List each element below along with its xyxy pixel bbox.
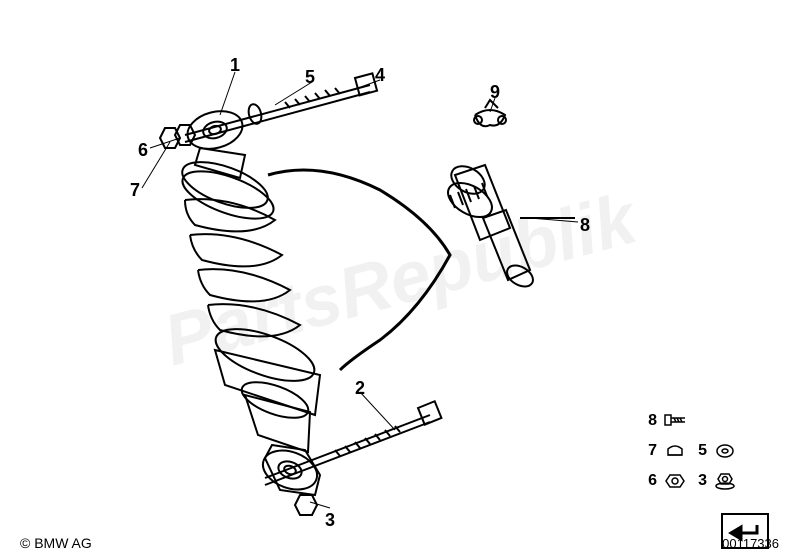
callout-6: 6 [138,140,148,161]
callout-3: 3 [325,510,335,531]
legend-num-6: 6 [639,472,657,490]
bolt-icon [661,409,689,433]
washer-icon [711,439,739,463]
nut-cap-icon [661,439,689,463]
copyright-text: © BMW AG [20,535,92,551]
fastener-legend: 8 7 5 6 3 [639,409,759,499]
legend-num-5: 5 [689,442,707,460]
diagram-id-text: 00117336 [722,536,779,551]
callout-4: 4 [375,65,385,86]
callout-7: 7 [130,180,140,201]
callout-2: 2 [355,378,365,399]
nut-hex-icon [661,469,689,493]
callout-8: 8 [580,215,590,236]
callout-9: 9 [490,82,500,103]
legend-num-7: 7 [639,442,657,460]
legend-num-8: 8 [639,412,657,430]
callout-1: 1 [230,55,240,76]
nut-flange-icon [711,469,739,493]
callout-5: 5 [305,67,315,88]
legend-num-3: 3 [689,472,707,490]
